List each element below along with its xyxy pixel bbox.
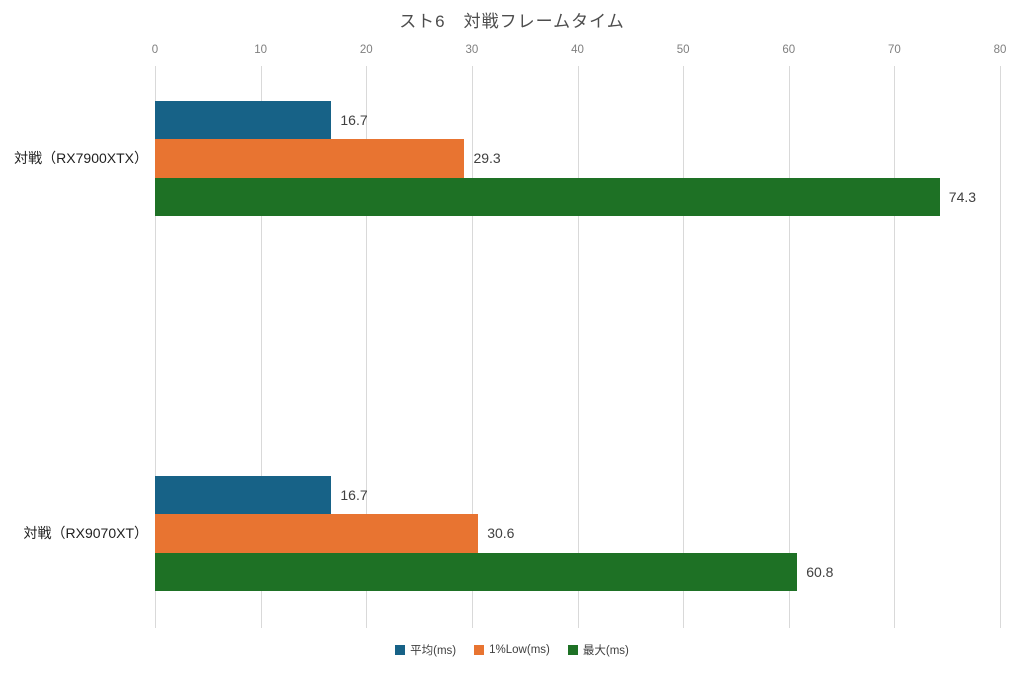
bar-最大(ms) bbox=[155, 552, 798, 591]
value-label: 29.3 bbox=[473, 150, 501, 167]
category-label: 対戦（RX9070XT） bbox=[23, 525, 148, 542]
gridline bbox=[155, 66, 156, 628]
bar-1%Low(ms) bbox=[155, 514, 479, 553]
x-tick-label: 20 bbox=[359, 44, 373, 56]
category-label: 対戦（RX7900XTX） bbox=[14, 150, 148, 167]
x-axis: 0 10 20 30 40 50 60 70 80 bbox=[0, 44, 1024, 58]
bar-1%Low(ms) bbox=[155, 139, 465, 178]
gridline bbox=[577, 66, 579, 628]
gridline bbox=[260, 66, 262, 628]
bar-平均(ms) bbox=[155, 476, 332, 515]
value-label: 30.6 bbox=[487, 525, 515, 542]
legend-label: 最大(ms) bbox=[582, 645, 629, 657]
legend-item: 1%Low(ms) bbox=[474, 644, 550, 656]
plot-area: 16.7 29.3 74.3 16.7 30.6 60.8 bbox=[155, 66, 1001, 628]
legend-item: 最大(ms) bbox=[567, 642, 629, 658]
x-tick-label: 30 bbox=[465, 44, 479, 56]
legend-label: 平均(ms) bbox=[410, 645, 457, 657]
x-tick-label: 0 bbox=[151, 44, 159, 56]
bar-最大(ms) bbox=[155, 177, 940, 216]
gridline bbox=[471, 66, 473, 628]
value-label: 74.3 bbox=[948, 188, 977, 205]
bar-平均(ms) bbox=[155, 101, 332, 140]
value-label: 60.8 bbox=[806, 563, 834, 580]
x-tick-label: 10 bbox=[254, 44, 268, 56]
legend-label: 1%Low(ms) bbox=[489, 644, 550, 656]
legend-item: 平均(ms) bbox=[395, 642, 456, 658]
x-tick-label: 80 bbox=[993, 44, 1007, 56]
value-label: 16.7 bbox=[340, 487, 368, 504]
gridline bbox=[683, 66, 685, 628]
legend-swatch bbox=[395, 645, 406, 655]
x-tick-label: 70 bbox=[887, 44, 901, 56]
gridline bbox=[788, 66, 790, 628]
legend-swatch bbox=[567, 645, 578, 655]
x-tick-label: 40 bbox=[571, 44, 584, 56]
x-tick-label: 50 bbox=[676, 44, 690, 56]
gridline bbox=[1000, 66, 1001, 628]
value-label: 16.7 bbox=[340, 112, 368, 129]
chart-title: スト6 対戦フレームタイム bbox=[399, 12, 625, 31]
gridline bbox=[894, 66, 896, 628]
legend: 平均(ms) 1%Low(ms) 最大(ms) bbox=[0, 641, 1024, 659]
gridline bbox=[366, 66, 368, 628]
x-tick-label: 60 bbox=[782, 44, 796, 56]
legend-swatch bbox=[474, 645, 485, 655]
